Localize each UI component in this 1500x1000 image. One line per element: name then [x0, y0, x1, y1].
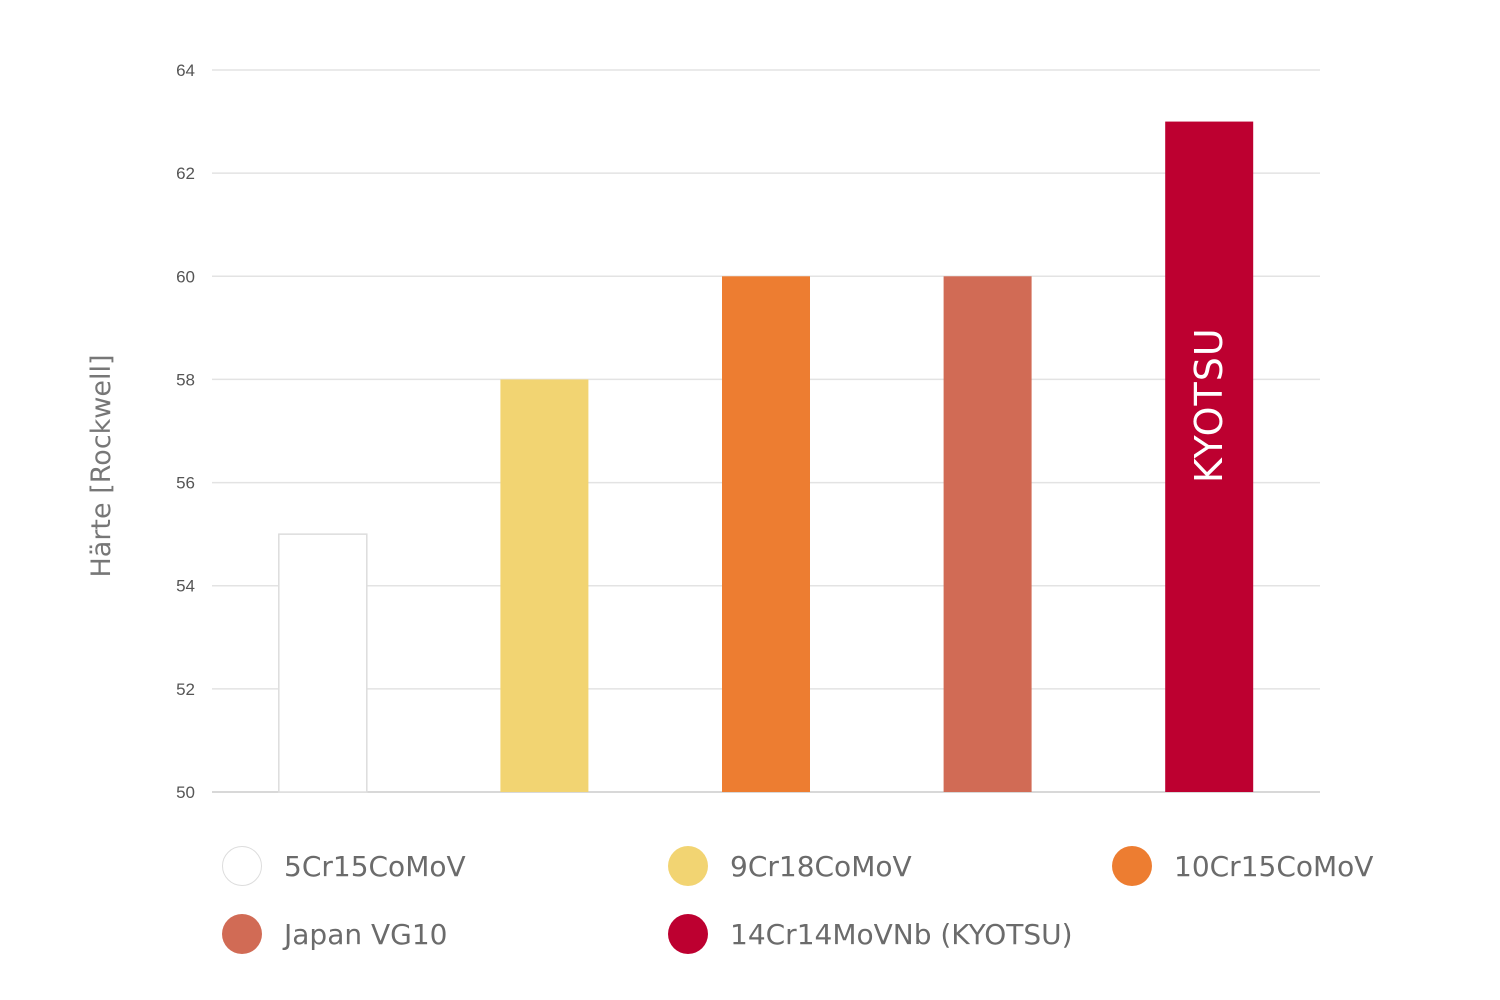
legend-label: 10Cr15CoMoV	[1174, 849, 1374, 883]
legend-swatch	[668, 846, 708, 886]
y-tick-label: 60	[176, 267, 195, 286]
y-tick-label: 54	[176, 577, 195, 596]
bar-5cr15comov	[278, 533, 368, 793]
y-tick-label: 62	[176, 164, 195, 183]
y-axis-label: Härte [Rockwell]	[86, 354, 117, 577]
bar-japan-vg10	[943, 276, 1032, 792]
legend-swatch	[668, 914, 708, 954]
y-tick-label: 56	[176, 474, 195, 493]
bars: KYOTSU	[278, 121, 1254, 793]
legend-swatch	[222, 914, 262, 954]
legend-swatch	[222, 846, 262, 886]
legend-item: 5Cr15CoMoV	[222, 838, 466, 894]
legend-swatch	[1112, 846, 1152, 886]
bar-chart: 50 52 54 56 58 60 62 64 KYOTSU Härte [Rockwell]	[86, 61, 1320, 802]
legend: 5Cr15CoMoV 9Cr18CoMoV 10Cr15CoMoV Japan VG1…	[222, 838, 1422, 978]
legend-item: 10Cr15CoMoV	[1112, 838, 1373, 894]
legend-item: 14Cr14MoVNb (KYOTSU)	[668, 906, 1073, 962]
bar-14cr14movnb-kyotsu	[1165, 121, 1254, 793]
legend-label: 14Cr14MoVNb (KYOTSU)	[730, 917, 1073, 951]
y-tick-label: 64	[176, 61, 195, 80]
legend-item: Japan VG10	[222, 906, 447, 962]
y-axis-ticks: 50 52 54 56 58 60 62 64	[176, 61, 195, 802]
legend-label: 9Cr18CoMoV	[730, 849, 912, 883]
y-tick-label: 52	[176, 680, 195, 699]
y-tick-label: 58	[176, 370, 195, 389]
y-tick-label: 50	[176, 783, 195, 802]
legend-label: Japan VG10	[284, 917, 448, 951]
bar-9cr18comov	[500, 379, 589, 792]
bar-inner-label: KYOTSU	[1187, 327, 1231, 483]
legend-item: 9Cr18CoMoV	[668, 838, 912, 894]
legend-label: 5Cr15CoMoV	[284, 849, 466, 883]
bar-10cr15comov	[722, 276, 810, 792]
